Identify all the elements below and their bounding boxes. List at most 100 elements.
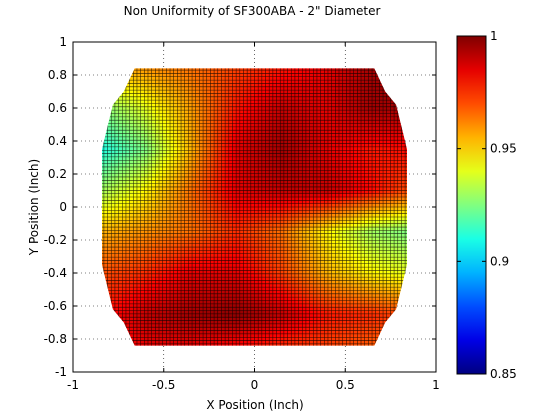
heatmap-cell [111, 273, 116, 278]
heatmap-cell [192, 223, 197, 228]
heatmap-cell [159, 186, 163, 191]
heatmap-cell [203, 173, 208, 178]
heatmap-cell [372, 297, 377, 301]
heatmap-cell [397, 230, 402, 235]
heatmap-cell [280, 190, 285, 194]
heatmap-cell [206, 150, 211, 154]
heatmap-cell [287, 297, 292, 301]
heatmap-cell [181, 146, 186, 151]
heatmap-cell [342, 280, 347, 285]
heatmap-cell [151, 283, 156, 288]
heatmap-cell [195, 190, 200, 194]
heatmap-cell [258, 186, 263, 191]
heatmap-cell [316, 277, 321, 281]
heatmap-cell [203, 207, 208, 211]
heatmap-cell [129, 273, 134, 278]
heatmap-cell [147, 203, 152, 208]
heatmap-cell [155, 330, 160, 335]
heatmap-cell [214, 290, 219, 295]
heatmap-cell [331, 287, 336, 291]
heatmap-cell [350, 166, 354, 171]
heatmap-cell [261, 190, 266, 194]
heatmap-cell [353, 247, 358, 251]
heatmap-cell [159, 220, 163, 224]
heatmap-cell [177, 297, 182, 301]
heatmap-cell [287, 156, 292, 161]
heatmap-cell [217, 156, 222, 161]
heatmap-cell [151, 170, 156, 174]
heatmap-cell [379, 230, 384, 235]
heatmap-cell [320, 247, 325, 251]
heatmap-cell [239, 190, 244, 194]
heatmap-cell [364, 217, 369, 221]
heatmap-cell [287, 163, 292, 168]
heatmap-cell [184, 247, 189, 251]
heatmap-cell [372, 180, 377, 184]
heatmap-cell [166, 196, 171, 201]
heatmap-cell [298, 333, 303, 338]
heatmap-cell [346, 257, 351, 261]
heatmap-cell [107, 200, 112, 204]
heatmap-cell [309, 213, 314, 218]
heatmap-cell [247, 310, 252, 315]
heatmap-cell [239, 250, 244, 255]
heatmap-cell [159, 213, 163, 218]
heatmap-cell [368, 163, 373, 168]
heatmap-cell [107, 166, 112, 171]
heatmap-cell [228, 203, 233, 208]
heatmap-cell [258, 277, 263, 281]
heatmap-cell [102, 203, 105, 208]
heatmap-cell [265, 233, 270, 238]
heatmap-cell [107, 186, 112, 191]
heatmap-cell [239, 297, 244, 301]
heatmap-cell [361, 273, 365, 278]
heatmap-cell [192, 176, 197, 181]
heatmap-cell [118, 310, 123, 315]
heatmap-cell [375, 193, 380, 198]
heatmap-cell [390, 166, 395, 171]
heatmap-cell [151, 277, 156, 281]
heatmap-cell [155, 323, 160, 328]
heatmap-cell [261, 170, 266, 174]
heatmap-cell [316, 260, 321, 265]
heatmap-cell [338, 153, 343, 158]
heatmap-cell [203, 163, 208, 168]
heatmap-cell [287, 273, 292, 278]
heatmap-cell [320, 227, 325, 231]
heatmap-cell [199, 297, 204, 301]
heatmap-cell [346, 313, 351, 318]
heatmap-cell [239, 253, 244, 258]
heatmap-cell [247, 233, 252, 238]
heatmap-cell [372, 230, 377, 235]
heatmap-cell [210, 310, 215, 315]
heatmap-cell [144, 233, 149, 238]
heatmap-cell [302, 260, 307, 265]
heatmap-cell [338, 173, 343, 178]
heatmap-cell [394, 203, 399, 208]
heatmap-cell [350, 150, 354, 154]
heatmap-cell [103, 183, 108, 188]
heatmap-cell [272, 267, 277, 271]
heatmap-cell [173, 190, 178, 194]
heatmap-cell [247, 153, 252, 158]
heatmap-cell [173, 220, 178, 224]
heatmap-cell [342, 203, 347, 208]
heatmap-cell [221, 190, 226, 194]
heatmap-cell [147, 323, 152, 328]
heatmap-cell [357, 317, 362, 321]
heatmap-cell [133, 223, 138, 228]
heatmap-cell [261, 330, 266, 335]
heatmap-cell [114, 146, 119, 151]
heatmap-cell [203, 200, 208, 204]
heatmap-cell [353, 190, 358, 194]
heatmap-cell [232, 240, 237, 245]
heatmap-cell [177, 310, 182, 315]
heatmap-cell [133, 203, 138, 208]
heatmap-cell [236, 230, 241, 235]
heatmap-cell [184, 273, 189, 278]
heatmap-cell [302, 313, 307, 318]
heatmap-cell [353, 273, 358, 278]
heatmap-cell [375, 166, 380, 171]
heatmap-cell [221, 210, 226, 214]
heatmap-cell [177, 273, 182, 278]
